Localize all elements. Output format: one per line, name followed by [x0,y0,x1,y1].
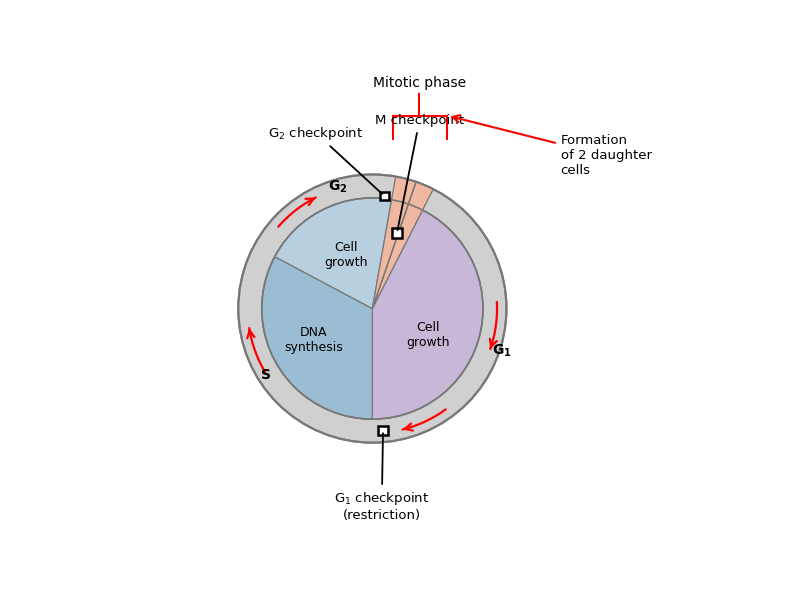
Text: Cell
growth: Cell growth [406,321,450,349]
Bar [378,426,388,434]
Text: G$_2$ checkpoint: G$_2$ checkpoint [268,125,382,194]
Text: G$_1$ checkpoint
(restriction): G$_1$ checkpoint (restriction) [334,433,430,522]
Circle shape [262,198,483,419]
Bar [392,228,402,238]
Text: Formation
of 2 daughter
cells: Formation of 2 daughter cells [452,115,651,177]
Text: M checkpoint: M checkpoint [375,114,464,230]
Text: DNA
synthesis: DNA synthesis [285,326,343,354]
Wedge shape [372,177,416,309]
Wedge shape [372,210,483,419]
Bar [379,192,389,200]
Text: Mitotic phase: Mitotic phase [373,76,466,90]
Wedge shape [262,257,372,419]
Text: $\mathbf{G_1}$: $\mathbf{G_1}$ [492,343,512,359]
Text: $\mathbf{S}$: $\mathbf{S}$ [259,368,270,382]
Text: Cell
growth: Cell growth [325,241,368,269]
Circle shape [238,175,506,442]
Wedge shape [372,182,434,309]
Wedge shape [274,198,391,309]
Text: $\mathbf{G_2}$: $\mathbf{G_2}$ [328,179,347,196]
